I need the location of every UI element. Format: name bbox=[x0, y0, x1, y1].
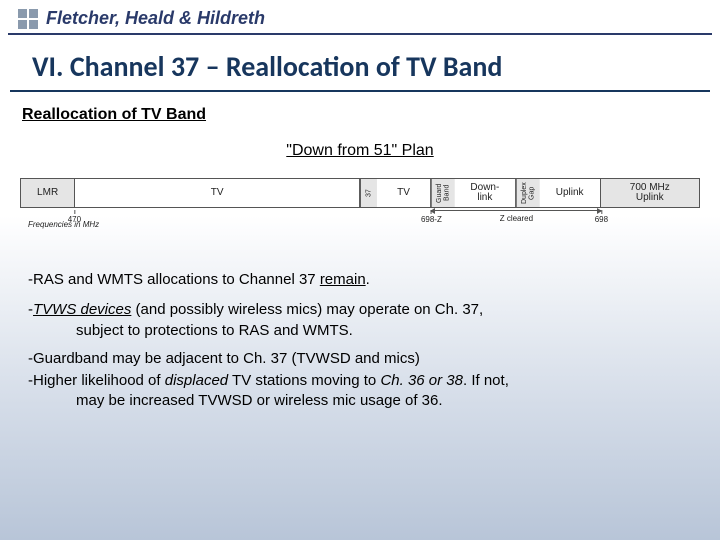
z-cleared-arrow bbox=[431, 210, 601, 211]
frequency-axis: Frequencies in MHz 470698-Z698 bbox=[20, 210, 700, 240]
band-segment: TV bbox=[377, 179, 431, 207]
band-segment: Guard Band bbox=[431, 179, 455, 207]
subheading: Reallocation of TV Band bbox=[0, 92, 720, 124]
bullet-1: -RAS and WMTS allocations to Channel 37 … bbox=[28, 270, 692, 290]
band-segment: Down-link bbox=[455, 179, 516, 207]
band-segment: Duplex Gap bbox=[516, 179, 540, 207]
band-segment: 37 bbox=[360, 179, 377, 207]
bullet-2: -TVWS devices (and possibly wireless mic… bbox=[28, 300, 692, 341]
slide-title: VI. Channel 37 – Reallocation of TV Band bbox=[10, 35, 710, 92]
band-segment: LMR bbox=[21, 179, 75, 207]
band-diagram: LMRTV37TVGuard BandDown-linkDuplex GapUp… bbox=[20, 178, 700, 240]
logo-text: Fletcher, Heald & Hildreth bbox=[46, 8, 265, 29]
z-cleared-label: Z cleared bbox=[500, 214, 533, 223]
freq-axis-label: Frequencies in MHz bbox=[28, 220, 99, 229]
bullet-4: -Higher likelihood of displaced TV stati… bbox=[28, 371, 692, 412]
band-segment: 700 MHzUplink bbox=[601, 179, 699, 207]
band-segment: TV bbox=[75, 179, 360, 207]
freq-tick: 470 bbox=[68, 210, 81, 224]
plan-label: "Down from 51" Plan bbox=[0, 124, 720, 170]
band-row: LMRTV37TVGuard BandDown-linkDuplex GapUp… bbox=[20, 178, 700, 208]
logo-mark bbox=[18, 9, 38, 29]
body-text: -RAS and WMTS allocations to Channel 37 … bbox=[0, 244, 720, 412]
bullet-3: -Guardband may be adjacent to Ch. 37 (TV… bbox=[28, 349, 692, 369]
band-segment: Uplink bbox=[540, 179, 601, 207]
logo-bar: Fletcher, Heald & Hildreth bbox=[8, 0, 712, 35]
